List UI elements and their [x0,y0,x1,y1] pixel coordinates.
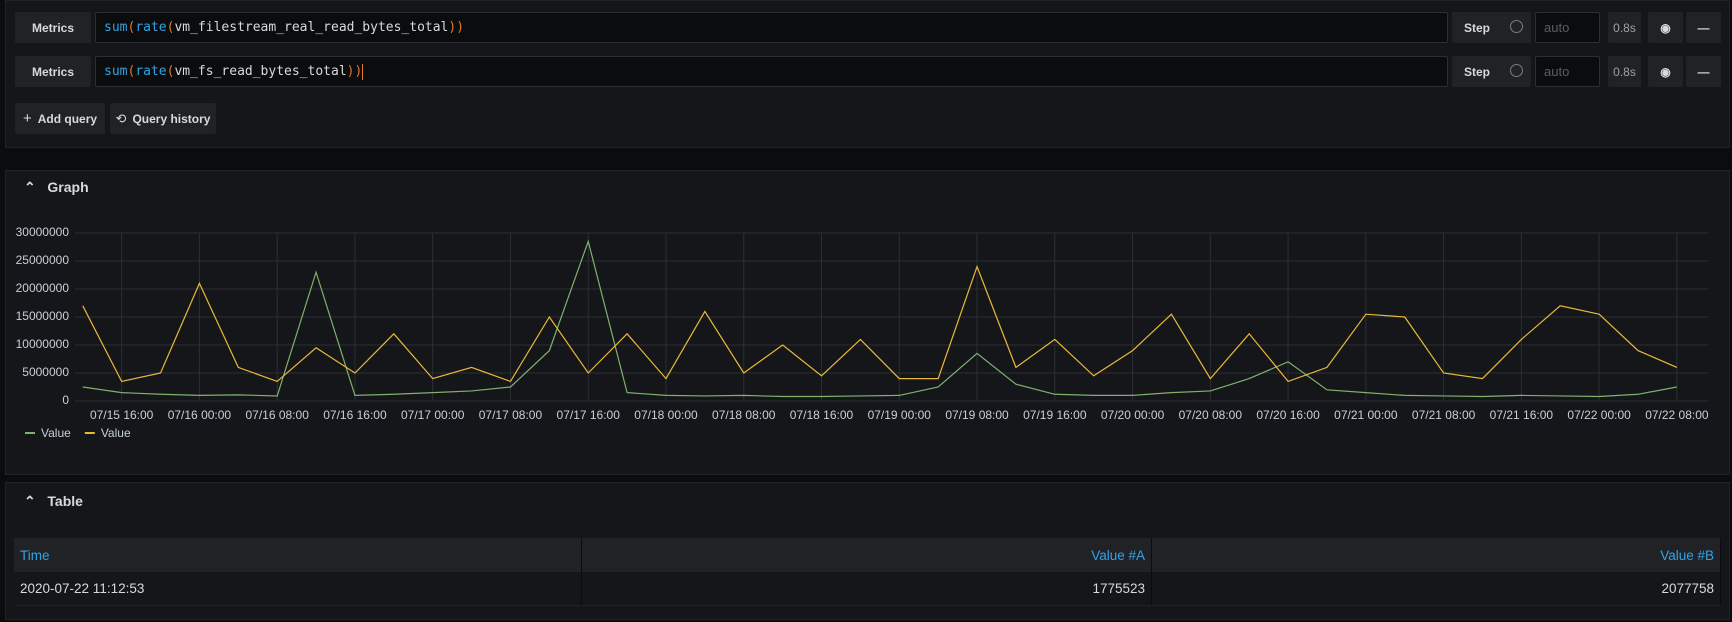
query-input[interactable]: sum(rate(vm_fs_read_bytes_total)) [95,56,1448,87]
legend-label: Value [101,426,131,440]
table-cell: 2077758 [1152,572,1721,606]
column-header[interactable]: Value #B [1152,538,1721,572]
chart: 0 5000000 10000000 15000000 20000000 25000000… [16,225,1709,440]
table-title: Table [47,493,83,509]
info-icon [1510,64,1523,77]
duration: 0.8s [1608,56,1641,87]
x-tick-label: 07/19 00:00 [868,408,932,422]
add-query-button[interactable]: + Add query [15,103,105,134]
series-line [82,239,1678,398]
y-tick-label: 25000000 [16,253,70,267]
x-tick-label: 07/20 08:00 [1179,408,1243,422]
x-tick-label: 07/16 08:00 [245,408,309,422]
table-cell: 2020-07-22 11:12:53 [14,572,582,606]
query-history-button[interactable]: ⟲ Query history [110,103,216,134]
x-tick-label: 07/17 08:00 [479,408,543,422]
x-tick-label: 07/21 08:00 [1412,408,1476,422]
table-cell: 1775523 [582,572,1152,606]
x-tick-label: 07/20 00:00 [1101,408,1165,422]
x-tick-label: 07/22 08:00 [1645,408,1709,422]
graph-panel [5,170,1730,475]
column-header[interactable]: Time [14,538,582,572]
series-line [82,264,1678,383]
y-tick-label: 15000000 [16,309,70,323]
add-query-label: Add query [37,111,98,126]
graph-title: Graph [47,179,89,195]
step-input[interactable]: auto [1535,56,1600,87]
x-tick-label: 07/21 00:00 [1334,408,1398,422]
table-header[interactable]: ⌃ Table [24,493,83,509]
x-tick-label: 07/19 16:00 [1023,408,1087,422]
y-tick-label: 0 [62,393,69,407]
x-tick-label: 07/21 16:00 [1490,408,1554,422]
x-tick-label: 07/16 16:00 [323,408,387,422]
x-tick-label: 07/18 08:00 [712,408,776,422]
remove-button[interactable]: — [1686,12,1721,43]
y-tick-label: 5000000 [22,365,69,379]
y-tick-label: 10000000 [16,337,70,351]
step-input[interactable]: auto [1535,12,1600,43]
graph-header[interactable]: ⌃ Graph [24,179,89,195]
legend-label: Value [41,426,71,440]
y-tick-label: 30000000 [16,225,70,239]
eye-button[interactable]: ◉ [1648,12,1683,43]
x-tick-label: 07/18 00:00 [634,408,698,422]
x-tick-label: 07/17 16:00 [557,408,621,422]
x-tick-label: 07/18 16:00 [790,408,854,422]
x-tick-label: 07/20 16:00 [1256,408,1320,422]
x-tick-label: 07/16 00:00 [168,408,232,422]
datasource-button[interactable]: Metrics [15,56,91,87]
x-tick-label: 07/15 16:00 [90,408,154,422]
y-tick-label: 20000000 [16,281,70,295]
x-tick-label: 07/19 08:00 [945,408,1009,422]
x-tick-label: 07/17 00:00 [401,408,465,422]
table: Time Value #A Value #B 2020-07-22 11:12:53 1… [14,538,1721,606]
info-icon [1510,20,1523,33]
query-history-label: Query history [132,111,211,126]
query-input[interactable]: sum(rate(vm_filestream_real_read_bytes_t… [95,12,1448,43]
remove-button[interactable]: — [1686,56,1721,87]
column-header[interactable]: Value #A [582,538,1152,572]
eye-button[interactable]: ◉ [1648,56,1683,87]
x-tick-label: 07/22 00:00 [1567,408,1631,422]
datasource-button[interactable]: Metrics [15,12,91,43]
duration: 0.8s [1608,12,1641,43]
